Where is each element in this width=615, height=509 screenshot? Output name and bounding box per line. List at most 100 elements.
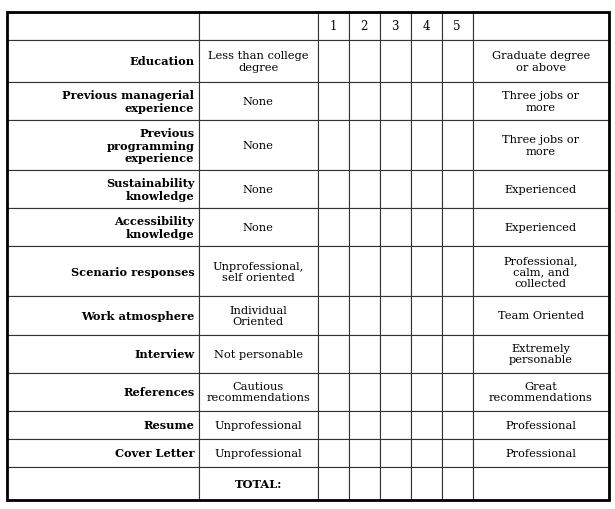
Bar [317,373,349,411]
Bar [379,297,411,335]
Text: Interview: Interview [134,348,194,359]
Bar [411,13,442,41]
Bar [199,335,317,373]
Bar [379,83,411,121]
Bar [7,41,199,83]
Bar [442,335,473,373]
Bar [317,121,349,171]
Bar [473,209,609,247]
Bar [7,171,199,209]
Bar [442,209,473,247]
Bar [317,13,349,41]
Bar [411,83,442,121]
Bar [349,41,379,83]
Text: Unprofessional: Unprofessional [214,420,302,430]
Text: Previous
programming
experience: Previous programming experience [106,128,194,164]
Bar [349,335,379,373]
Bar [473,297,609,335]
Bar [411,171,442,209]
Bar [473,171,609,209]
Bar [411,439,442,467]
Bar [379,171,411,209]
Bar [442,373,473,411]
Bar [199,411,317,439]
Text: Three jobs or
more: Three jobs or more [502,91,579,112]
Bar [349,297,379,335]
Text: Unprofessional: Unprofessional [214,448,302,458]
Bar [442,121,473,171]
Text: Individual
Oriented: Individual Oriented [229,305,287,327]
Text: Experienced: Experienced [505,185,577,195]
Bar [379,335,411,373]
Text: None: None [243,141,274,151]
Bar [442,41,473,83]
Bar [349,439,379,467]
Bar [199,373,317,411]
Bar [317,411,349,439]
Text: 2: 2 [360,20,368,33]
Text: Professional,
calm, and
collected: Professional, calm, and collected [504,256,578,289]
Bar [473,247,609,297]
Bar [473,411,609,439]
Bar [7,13,199,41]
Bar [317,83,349,121]
Text: Three jobs or
more: Three jobs or more [502,135,579,157]
Text: None: None [243,185,274,195]
Bar [411,373,442,411]
Bar [411,297,442,335]
Bar [411,247,442,297]
Text: Experienced: Experienced [505,223,577,233]
Bar [317,41,349,83]
Bar [7,121,199,171]
Text: Accessibility
knowledge: Accessibility knowledge [114,216,194,240]
Bar [442,247,473,297]
Bar [7,209,199,247]
Bar [199,247,317,297]
Bar [349,171,379,209]
Text: Cautious
recommendations: Cautious recommendations [206,381,310,403]
Bar [379,247,411,297]
Bar [349,209,379,247]
Bar [411,121,442,171]
Text: Resume: Resume [143,419,194,430]
Bar [199,467,317,500]
Bar [317,209,349,247]
Text: Education: Education [129,56,194,67]
Text: Work atmosphere: Work atmosphere [81,310,194,321]
Text: Great
recommendations: Great recommendations [489,381,593,403]
Text: None: None [243,223,274,233]
Text: References: References [123,386,194,397]
Bar [317,297,349,335]
Text: 5: 5 [453,20,461,33]
Text: Graduate degree
or above: Graduate degree or above [491,51,590,73]
Bar [7,83,199,121]
Bar [349,467,379,500]
Bar [379,373,411,411]
Bar [442,13,473,41]
Bar [349,13,379,41]
Text: 4: 4 [423,20,430,33]
Bar [411,41,442,83]
Bar [349,83,379,121]
Bar [379,209,411,247]
Bar [349,121,379,171]
Text: Professional: Professional [506,448,576,458]
Bar [379,41,411,83]
Bar [7,373,199,411]
Bar [199,41,317,83]
Bar [7,439,199,467]
Bar [473,41,609,83]
Bar [473,83,609,121]
Bar [7,335,199,373]
Text: Unprofessional,
self oriented: Unprofessional, self oriented [212,261,304,282]
Text: Scenario responses: Scenario responses [71,266,194,277]
Bar [317,171,349,209]
Bar [7,247,199,297]
Text: Cover Letter: Cover Letter [115,447,194,458]
Bar [411,467,442,500]
Bar [442,411,473,439]
Text: Sustainability
knowledge: Sustainability knowledge [106,178,194,202]
Bar [411,209,442,247]
Bar [442,83,473,121]
Bar [379,13,411,41]
